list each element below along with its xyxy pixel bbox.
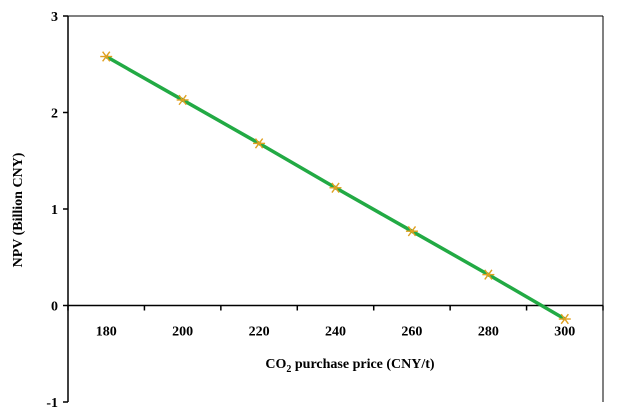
marker-stroke — [102, 51, 111, 62]
x-axis-title: CO2 purchase price (CNY/t) — [265, 357, 435, 375]
y-tick-label: 2 — [51, 107, 58, 122]
y-tick-label: 0 — [51, 300, 58, 315]
marker-stroke — [484, 269, 493, 280]
marker-stroke — [331, 182, 340, 193]
x-tick-label: 280 — [478, 325, 499, 340]
data-point-marker — [558, 313, 571, 325]
x-tick-label: 200 — [172, 325, 193, 340]
data-point-marker — [100, 51, 113, 62]
y-tick-label: -1 — [46, 396, 58, 411]
y-axis-title: NPV (Billion CNY) — [11, 152, 26, 267]
axis-labels: CO2 purchase price (CNY/t) NPV (Billion … — [11, 152, 435, 375]
y-tick-label: 3 — [51, 10, 58, 25]
x-tick-label: 260 — [401, 325, 422, 340]
data-point-marker — [482, 269, 495, 280]
y-tick-label: 1 — [51, 203, 58, 218]
marker-stroke — [178, 94, 187, 106]
x-tick-label: 240 — [325, 325, 346, 340]
data-point-marker — [176, 94, 189, 106]
x-tick-label: 300 — [554, 325, 575, 340]
data-point-marker — [329, 182, 342, 193]
x-tick-label: 180 — [96, 325, 117, 340]
series — [100, 51, 571, 325]
marker-stroke — [560, 313, 569, 325]
ticks: 3 2 1 0 -1 180 200 220 240 260 280 300 — [46, 10, 604, 411]
marker-stroke — [254, 138, 264, 149]
axes — [67, 15, 604, 402]
marker-stroke — [407, 225, 417, 237]
x-tick-label: 220 — [249, 325, 270, 340]
data-point-marker — [405, 225, 418, 237]
data-point-marker — [253, 138, 266, 149]
